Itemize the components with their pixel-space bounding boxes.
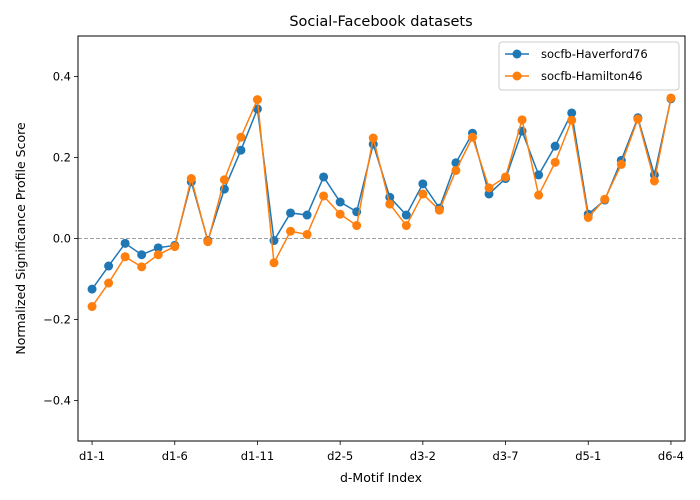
- data-point: [319, 191, 329, 201]
- data-point: [252, 95, 262, 105]
- data-point: [666, 93, 676, 103]
- data-point: [616, 159, 626, 169]
- x-axis-label: d-Motif Index: [340, 470, 422, 485]
- data-point: [120, 252, 130, 262]
- x-tick-label: d1-6: [162, 449, 188, 463]
- data-point: [550, 157, 560, 167]
- x-tick-label: d3-2: [410, 449, 436, 463]
- data-point: [633, 114, 643, 124]
- data-point: [137, 262, 147, 272]
- data-point: [534, 170, 544, 180]
- x-tick-label: d6-4: [658, 449, 684, 463]
- data-point: [600, 194, 610, 204]
- data-point: [319, 172, 329, 182]
- data-point: [186, 174, 196, 184]
- data-point: [335, 197, 345, 207]
- y-tick-label: 0.4: [53, 70, 71, 84]
- series-line: [91, 96, 672, 307]
- series-1: [87, 93, 676, 312]
- data-point: [203, 237, 213, 247]
- data-point: [352, 221, 362, 231]
- data-point: [286, 208, 296, 218]
- data-point: [534, 190, 544, 200]
- series-0: [87, 94, 676, 294]
- data-point: [153, 250, 163, 260]
- legend-marker: [512, 71, 522, 81]
- plot-area: [78, 93, 685, 312]
- y-tick-label: −0.2: [43, 313, 71, 327]
- data-point: [104, 278, 114, 288]
- data-point: [137, 250, 147, 260]
- data-point: [170, 242, 180, 252]
- data-point: [418, 189, 428, 199]
- x-tick-label: d2-5: [327, 449, 353, 463]
- data-point: [153, 243, 163, 253]
- y-axis-label: Normalized Significance Profile Score: [13, 122, 28, 355]
- data-point: [517, 115, 527, 125]
- y-axis: −0.4 −0.2 0.0 0.2 0.4: [43, 70, 78, 408]
- y-tick-label: −0.4: [43, 394, 71, 408]
- data-point: [302, 229, 312, 239]
- data-point: [236, 145, 246, 155]
- data-point: [286, 226, 296, 236]
- data-point: [120, 238, 130, 248]
- data-point: [252, 104, 262, 114]
- legend-marker: [512, 49, 522, 59]
- data-point: [385, 199, 395, 209]
- legend-label: socfb-Haverford76: [541, 47, 648, 61]
- data-point: [401, 221, 411, 231]
- x-tick-label: d5-1: [575, 449, 601, 463]
- data-point: [219, 175, 229, 185]
- data-point: [567, 115, 577, 125]
- x-tick-label: d1-1: [79, 449, 105, 463]
- data-point: [567, 108, 577, 118]
- data-point: [87, 284, 97, 294]
- x-axis: d1-1 d1-6 d1-11 d2-5 d3-2 d3-7 d5-1 d6-4: [79, 441, 684, 463]
- data-point: [434, 205, 444, 215]
- data-point: [418, 179, 428, 189]
- data-point: [236, 132, 246, 142]
- legend-label: socfb-Hamilton46: [541, 69, 643, 83]
- data-point: [550, 141, 560, 151]
- y-tick-label: 0.2: [53, 151, 71, 165]
- data-point: [649, 176, 659, 186]
- data-point: [302, 210, 312, 220]
- data-point: [467, 132, 477, 142]
- legend-box: [498, 41, 680, 91]
- x-tick-label: d3-7: [492, 449, 518, 463]
- y-tick-label: 0.0: [53, 232, 71, 246]
- data-point: [501, 172, 511, 182]
- data-point: [104, 261, 114, 271]
- data-point: [368, 133, 378, 143]
- data-point: [583, 212, 593, 222]
- data-point: [269, 258, 279, 268]
- data-point: [484, 183, 494, 193]
- data-point: [335, 209, 345, 219]
- data-point: [451, 165, 461, 175]
- chart-title: Social-Facebook datasets: [289, 14, 472, 30]
- legend: socfb-Haverford76 socfb-Hamilton46: [498, 41, 680, 91]
- data-point: [87, 302, 97, 312]
- x-tick-label: d1-11: [241, 449, 274, 463]
- data-point: [401, 210, 411, 220]
